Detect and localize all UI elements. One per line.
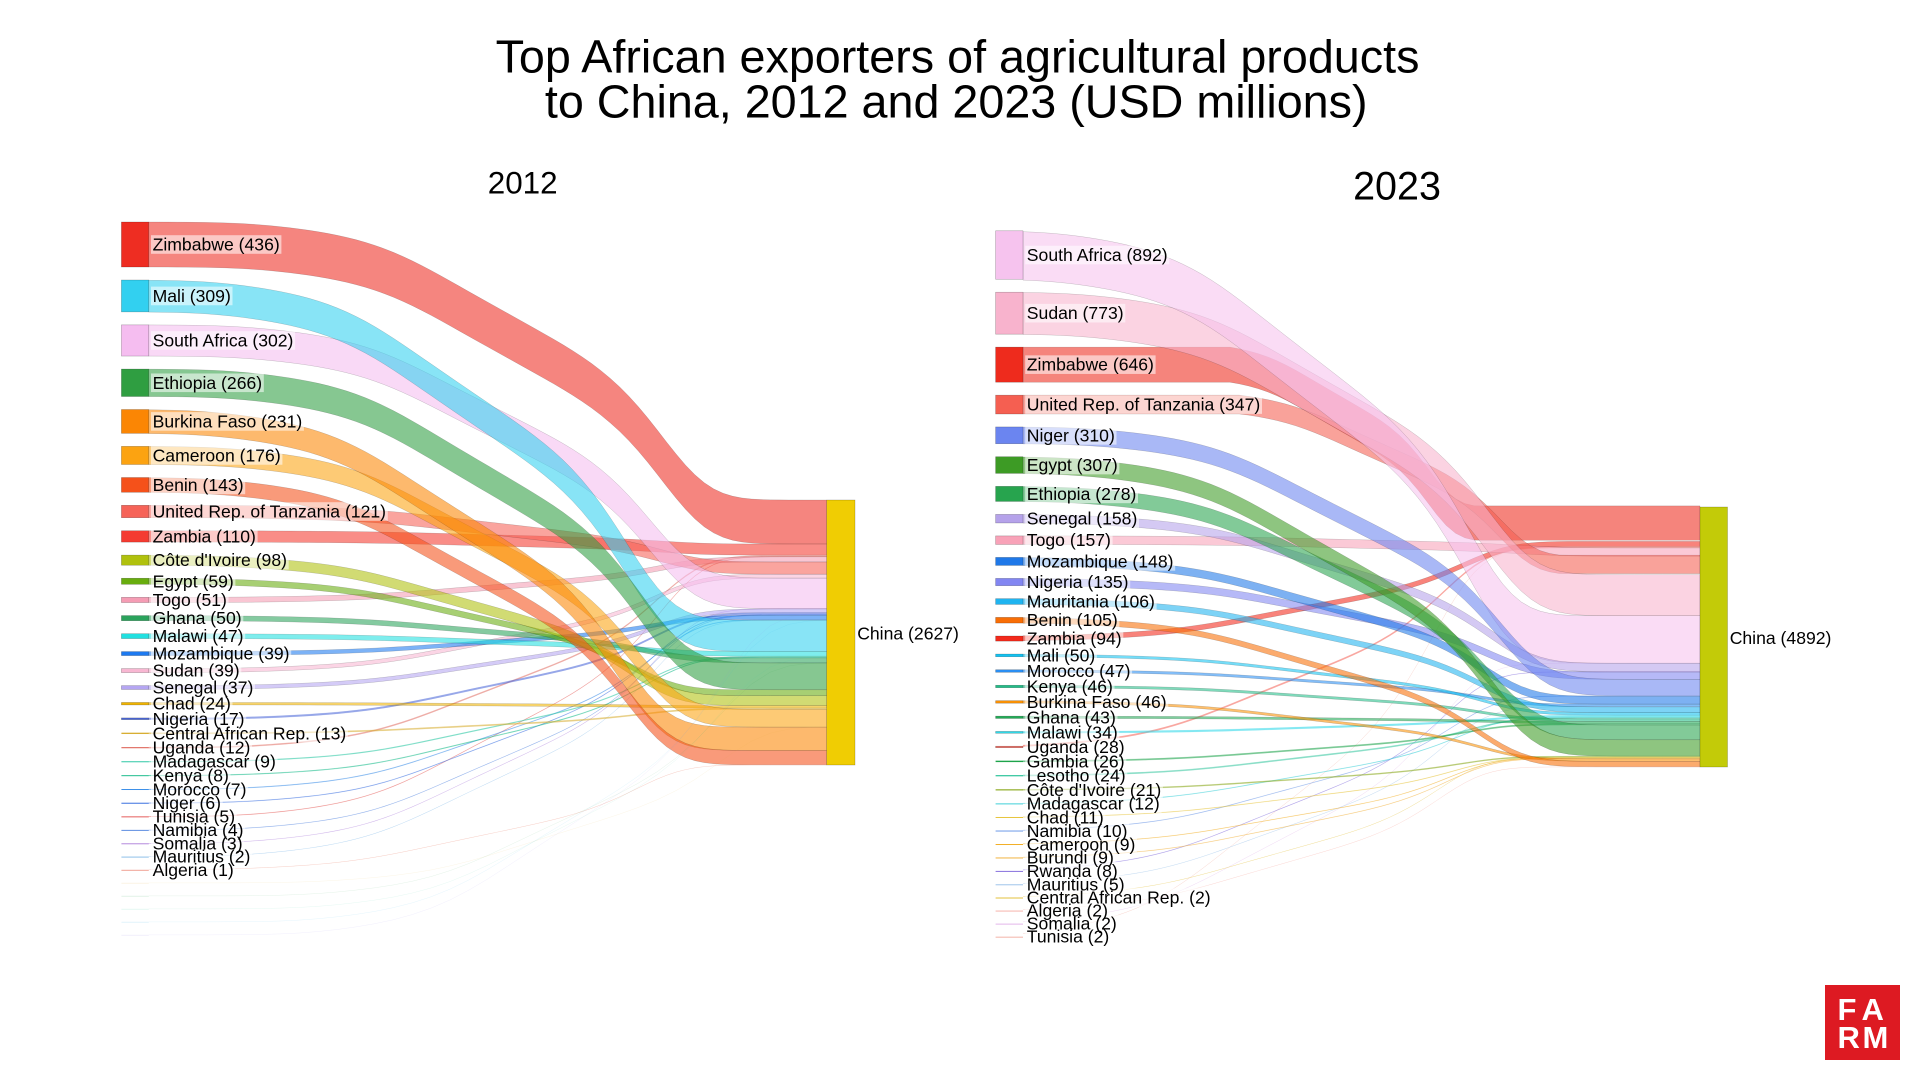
svg-text:Madagascar (9): Madagascar (9)	[153, 752, 276, 772]
svg-text:Senegal (37): Senegal (37)	[153, 678, 254, 698]
svg-text:Burkina Faso (231): Burkina Faso (231)	[153, 411, 303, 431]
svg-text:Burundi (9): Burundi (9)	[1027, 848, 1114, 868]
svg-text:Lesotho (24): Lesotho (24)	[1027, 766, 1126, 786]
svg-text:Mozambique (39): Mozambique (39)	[153, 644, 290, 664]
svg-text:Mauritius (5): Mauritius (5)	[1027, 874, 1125, 894]
svg-text:Ghana (50): Ghana (50)	[153, 608, 242, 628]
svg-text:Mali (50): Mali (50)	[1027, 645, 1095, 665]
svg-text:Mozambique (148): Mozambique (148)	[1027, 551, 1174, 571]
svg-text:Central African Rep. (2): Central African Rep. (2)	[1027, 888, 1211, 908]
svg-text:Somalia (3): Somalia (3)	[153, 833, 243, 853]
svg-text:Zambia (94): Zambia (94)	[1027, 629, 1122, 649]
svg-text:Madagascar (12): Madagascar (12)	[1027, 794, 1160, 814]
svg-text:Senegal (158): Senegal (158)	[1027, 509, 1138, 529]
svg-text:Zimbabwe (436): Zimbabwe (436)	[153, 235, 280, 255]
svg-text:Morocco (47): Morocco (47)	[1027, 661, 1131, 681]
svg-text:Top African exporters of agric: Top African exporters of agricultural pr…	[496, 31, 1420, 83]
svg-text:2023: 2023	[1353, 165, 1441, 209]
svg-text:Togo (51): Togo (51)	[153, 590, 227, 610]
svg-text:2012: 2012	[488, 165, 558, 200]
svg-text:Uganda (28): Uganda (28)	[1027, 737, 1125, 757]
svg-text:Gambia (26): Gambia (26)	[1027, 751, 1125, 771]
svg-text:United Rep. of Tanzania (347): United Rep. of Tanzania (347)	[1027, 395, 1260, 415]
svg-text:Namibia (4): Namibia (4)	[153, 820, 244, 840]
svg-text:Mali (309): Mali (309)	[153, 286, 231, 306]
svg-text:Tunisia (2): Tunisia (2)	[1027, 927, 1109, 947]
svg-text:Central African Rep. (13): Central African Rep. (13)	[153, 723, 347, 743]
svg-text:Rwanda (8): Rwanda (8)	[1027, 861, 1118, 881]
svg-text:Nigeria (135): Nigeria (135)	[1027, 572, 1129, 592]
svg-text:Zimbabwe (646): Zimbabwe (646)	[1027, 355, 1154, 375]
svg-text:Cameroon (9): Cameroon (9)	[1027, 834, 1136, 854]
svg-text:Algeria (2): Algeria (2)	[1027, 901, 1108, 921]
svg-text:Benin (143): Benin (143)	[153, 475, 244, 495]
svg-text:M: M	[1863, 1020, 1889, 1055]
svg-text:Kenya (8): Kenya (8)	[153, 766, 229, 786]
svg-text:China (4892): China (4892)	[1730, 628, 1832, 648]
svg-text:United Rep. of Tanzania (121): United Rep. of Tanzania (121)	[153, 502, 386, 522]
svg-text:Chad (24): Chad (24)	[153, 694, 231, 714]
svg-text:China (2627): China (2627)	[857, 624, 959, 644]
svg-text:Tunisia (5): Tunisia (5)	[153, 807, 235, 827]
svg-text:Namibia (10): Namibia (10)	[1027, 821, 1128, 841]
svg-text:Benin (105): Benin (105)	[1027, 610, 1118, 630]
svg-text:A: A	[1862, 992, 1884, 1027]
svg-text:Algeria (1): Algeria (1)	[153, 860, 234, 880]
svg-text:South Africa (892): South Africa (892)	[1027, 245, 1168, 265]
svg-text:Niger (310): Niger (310)	[1027, 425, 1115, 445]
svg-text:F: F	[1838, 992, 1857, 1027]
svg-text:Ethiopia (278): Ethiopia (278)	[1027, 484, 1137, 504]
svg-text:Egypt (307): Egypt (307)	[1027, 455, 1118, 475]
svg-text:Malawi (34): Malawi (34)	[1027, 722, 1118, 742]
svg-text:R: R	[1838, 1020, 1860, 1055]
svg-text:Somalia (2): Somalia (2)	[1027, 914, 1117, 934]
svg-text:Egypt (59): Egypt (59)	[153, 571, 234, 591]
svg-text:South Africa (302): South Africa (302)	[153, 330, 294, 350]
svg-text:Malawi (47): Malawi (47)	[153, 626, 244, 646]
svg-text:Ethiopia (266): Ethiopia (266)	[153, 373, 263, 393]
svg-text:Cameroon (176): Cameroon (176)	[153, 445, 281, 465]
svg-text:Ghana (43): Ghana (43)	[1027, 707, 1116, 727]
svg-text:Niger (6): Niger (6)	[153, 793, 221, 813]
svg-text:Morocco (7): Morocco (7)	[153, 779, 247, 799]
svg-text:Nigeria (17): Nigeria (17)	[153, 709, 245, 729]
svg-text:Côte d'Ivoire (21): Côte d'Ivoire (21)	[1027, 780, 1161, 800]
svg-text:Chad (11): Chad (11)	[1027, 807, 1104, 827]
svg-text:Burkina Faso (46): Burkina Faso (46)	[1027, 692, 1167, 712]
svg-text:to China, 2012 and 2023 (USD m: to China, 2012 and 2023 (USD millions)	[545, 76, 1368, 128]
svg-text:Sudan (39): Sudan (39)	[153, 661, 240, 681]
svg-text:Togo (157): Togo (157)	[1027, 530, 1111, 550]
svg-text:Kenya (46): Kenya (46)	[1027, 676, 1113, 696]
svg-text:Uganda (12): Uganda (12)	[153, 738, 251, 758]
svg-text:Sudan (773): Sudan (773)	[1027, 303, 1124, 323]
svg-text:Mauritania (106): Mauritania (106)	[1027, 592, 1155, 612]
svg-text:Zambia (110): Zambia (110)	[153, 526, 256, 546]
svg-text:Côte d'Ivoire (98): Côte d'Ivoire (98)	[153, 550, 287, 570]
svg-text:Mauritius (2): Mauritius (2)	[153, 847, 251, 867]
